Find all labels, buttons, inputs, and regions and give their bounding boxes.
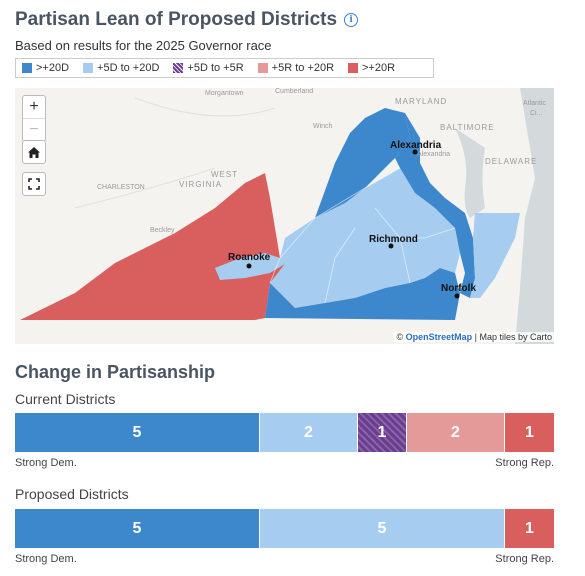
info-icon[interactable]: i: [344, 13, 359, 27]
city-label-richmond: Richmond: [369, 234, 418, 245]
proposed-seg-strong-dem[interactable]: 5: [15, 509, 260, 548]
home-icon: [28, 146, 40, 158]
bg-label-atlantic-city: Ci...: [530, 110, 543, 117]
current-districts-bar: 5 2 1 2 1: [15, 413, 554, 452]
map-attribution: © OpenStreetMap | Map tiles by Carto: [394, 332, 554, 342]
current-districts-label: Current Districts: [15, 391, 116, 407]
bg-label-delaware: DELAWARE: [485, 157, 537, 166]
legend-label: >+20D: [36, 62, 70, 74]
district-lean-dem-coast[interactable]: [470, 213, 520, 298]
bg-label-alexandria-small: Alexandria: [417, 151, 450, 158]
current-axis-right: Strong Rep.: [495, 457, 554, 469]
current-seg-tossup[interactable]: 1: [358, 413, 407, 452]
bg-label-charleston: CHARLESTON: [97, 184, 145, 191]
district-strong-dem-south[interactable]: [265, 268, 460, 320]
attribution-suffix: | Map tiles by Carto: [472, 332, 552, 342]
city-dot-norfolk: [454, 293, 460, 299]
zoom-in-button[interactable]: +: [23, 96, 45, 119]
bg-label-west: WEST: [211, 170, 238, 179]
proposed-seg-lean-dem[interactable]: 5: [260, 509, 505, 548]
legend-item: +5D to +5R: [173, 62, 244, 74]
proposed-districts-bar: 5 5 1: [15, 509, 554, 548]
district-boundaries: [269, 167, 456, 304]
city-label-norfolk: Norfolk: [441, 283, 476, 294]
fullscreen-icon: [28, 178, 40, 190]
fullscreen-button[interactable]: [22, 172, 46, 196]
map-canvas[interactable]: MARYLAND BALTIMORE DELAWARE WEST VIRGINI…: [15, 88, 554, 344]
proposed-axis-left: Strong Dem.: [15, 553, 77, 565]
zoom-out-button[interactable]: −: [29, 121, 39, 138]
district-strong-dem-nova[interactable]: [315, 108, 410, 218]
bg-label-cumberland: Cumberland: [275, 88, 313, 95]
attribution-prefix: ©: [396, 332, 406, 342]
legend-swatch: [257, 63, 268, 73]
district-strong-rep[interactable]: [20, 173, 285, 320]
bg-label-winchester: Winch: [313, 123, 333, 130]
legend-label: +5R to +20R: [271, 62, 335, 74]
current-seg-lean-rep[interactable]: 2: [407, 413, 505, 452]
osm-link[interactable]: OpenStreetMap: [405, 332, 473, 342]
proposed-districts-label: Proposed Districts: [15, 486, 129, 502]
proposed-axis-right: Strong Rep.: [495, 553, 554, 565]
city-label-roanoke: Roanoke: [228, 252, 271, 263]
legend-swatch: [173, 63, 184, 73]
legend-label: +5D to +20D: [97, 62, 160, 74]
bg-label-maryland: MARYLAND: [395, 97, 447, 106]
district-map[interactable]: MARYLAND BALTIMORE DELAWARE WEST VIRGINI…: [15, 88, 554, 344]
page-title: Partisan Lean of Proposed Districts: [15, 9, 338, 30]
legend-swatch: [22, 63, 32, 73]
bg-label-atlantic: Atlantic: [523, 100, 546, 107]
legend-item: +5D to +20D: [83, 62, 159, 74]
district-lean-dem-central[interactable]: [270, 168, 460, 308]
city-dot-alexandria: [412, 149, 418, 155]
city-dot-roanoke: [246, 263, 252, 269]
current-seg-strong-dem[interactable]: 5: [15, 413, 260, 452]
bg-label-beckley: Beckley: [150, 227, 175, 234]
legend-label: >+20R: [362, 62, 396, 74]
district-strong-dem-east[interactable]: [395, 113, 475, 298]
legend-label: +5D to +5R: [187, 62, 244, 74]
current-axis-left: Strong Dem.: [15, 457, 77, 469]
city-label-alexandria: Alexandria: [390, 140, 442, 151]
home-control: [22, 140, 46, 164]
bg-label-virginia: VIRGINIA: [179, 180, 222, 189]
subtitle: Based on results for the 2025 Governor r…: [15, 38, 272, 53]
legend: >+20D +5D to +20D +5D to +5R +5R to +20R…: [15, 58, 434, 78]
legend-swatch: [348, 63, 359, 73]
proposed-seg-strong-rep[interactable]: 1: [505, 509, 554, 548]
zoom-control: + −: [22, 95, 46, 142]
current-seg-lean-dem[interactable]: 2: [260, 413, 358, 452]
title-row: Partisan Lean of Proposed Districts i: [15, 6, 359, 34]
bg-label-morgantown: Morgantown: [205, 90, 244, 97]
legend-swatch: [83, 63, 94, 73]
city-dot-richmond: [388, 243, 394, 249]
ocean: [515, 88, 554, 344]
legend-item: >+20R: [348, 62, 395, 74]
change-title: Change in Partisanship: [15, 362, 216, 382]
current-seg-strong-rep[interactable]: 1: [505, 413, 554, 452]
legend-item: +5R to +20R: [257, 62, 335, 74]
legend-item: >+20D: [22, 62, 69, 74]
bg-label-baltimore: BALTIMORE: [440, 123, 495, 132]
chesapeake-bay: [455, 128, 485, 218]
home-button[interactable]: [23, 141, 45, 163]
